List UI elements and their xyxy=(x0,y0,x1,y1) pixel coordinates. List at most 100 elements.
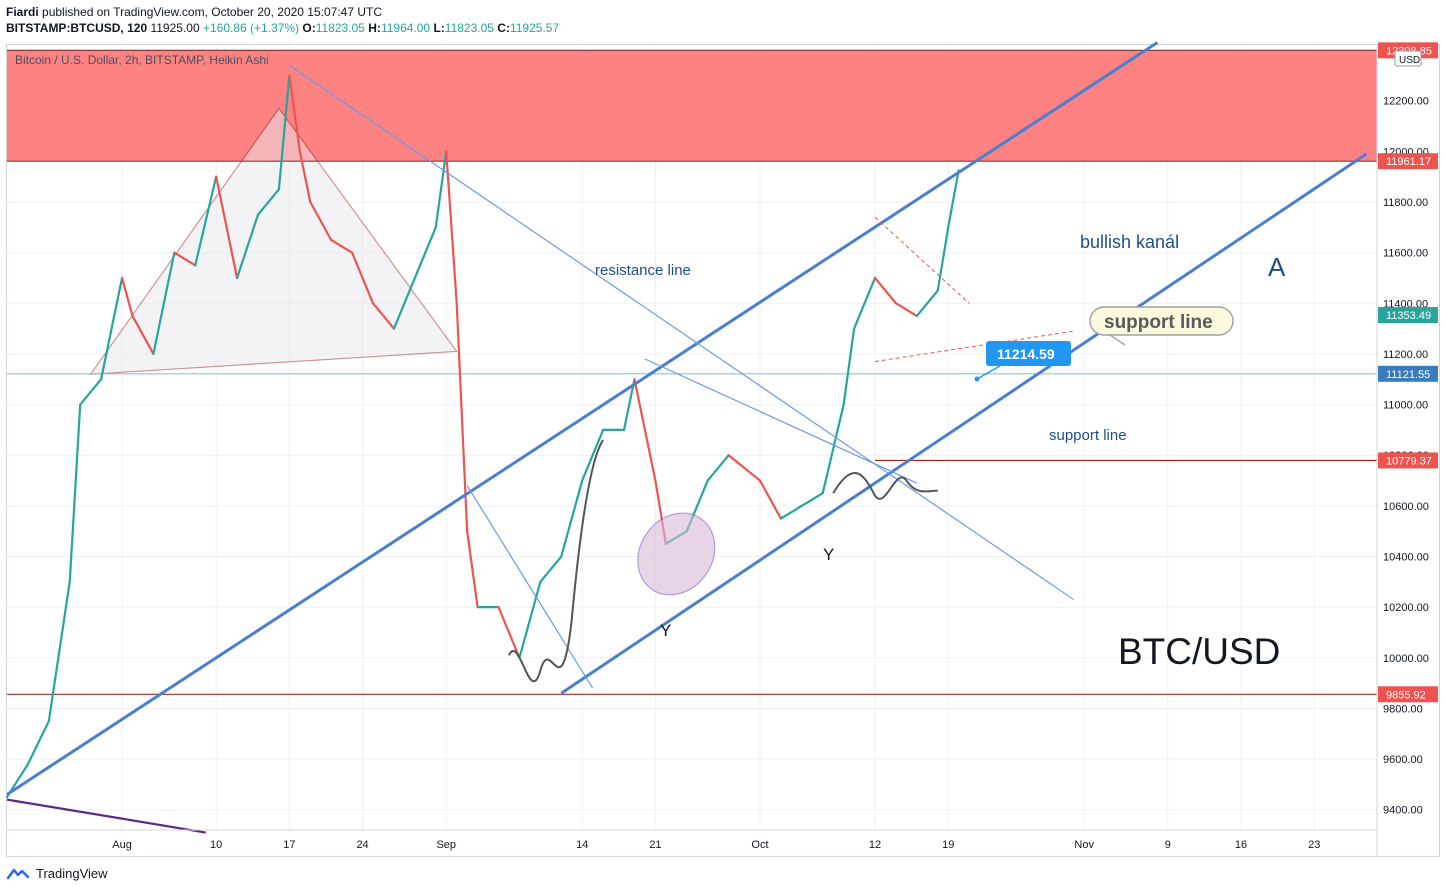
x-tick-label: 17 xyxy=(283,839,295,851)
y-tick-label: 11200.00 xyxy=(1383,349,1428,361)
wave-label-y1: Y xyxy=(660,621,671,640)
low-label: L: xyxy=(433,21,445,35)
support-callout-box xyxy=(1089,306,1234,336)
price-segment xyxy=(235,213,260,280)
price-segment xyxy=(152,251,176,356)
x-tick-label: 14 xyxy=(576,839,588,851)
price-segment xyxy=(633,378,657,482)
author-name[interactable]: Fiardi xyxy=(6,5,39,19)
support-line-label: support line xyxy=(1049,427,1127,444)
y-tick-label: 9400.00 xyxy=(1383,805,1423,817)
last-price: 11925.00 xyxy=(150,21,200,35)
highlight-ellipse xyxy=(637,512,716,596)
bullish-channel-label: bullish kanál xyxy=(1080,232,1179,252)
support-callout-pointer xyxy=(1109,334,1126,346)
price-segment xyxy=(852,276,877,330)
price-segment xyxy=(79,378,103,406)
price-level-tag-text: 10779.37 xyxy=(1386,455,1432,467)
x-tick-label: Nov xyxy=(1074,839,1094,851)
price-segment xyxy=(873,276,898,305)
price-segment xyxy=(256,188,281,216)
price-level-tag xyxy=(1378,307,1438,324)
price-segment xyxy=(936,226,950,292)
y-tick-label: 9600.00 xyxy=(1383,754,1423,766)
dashed-flag-lower xyxy=(874,330,1074,363)
price-level-tag xyxy=(1378,153,1438,170)
wave-label-y2: Y xyxy=(823,545,834,564)
footer: TradingView xyxy=(6,866,108,881)
price-segment xyxy=(727,454,762,482)
price-segment xyxy=(581,428,605,482)
pair-label: BTC/USD xyxy=(1118,631,1280,672)
x-tick-label: 10 xyxy=(210,839,222,851)
price-segment xyxy=(779,504,803,520)
price-segment xyxy=(330,238,354,254)
channel-lower-line xyxy=(560,152,1368,695)
y-tick-label: 10400.00 xyxy=(1383,552,1429,564)
x-tick-label: 21 xyxy=(649,839,661,851)
price-segment xyxy=(560,479,584,558)
price-level-tag-text: 11961.17 xyxy=(1386,156,1431,168)
y-tick-label: 12200.00 xyxy=(1383,96,1429,108)
price-segment xyxy=(518,580,542,659)
y-tick-label: 9800.00 xyxy=(1383,703,1423,715)
close-label: C: xyxy=(497,21,510,35)
price-segment xyxy=(309,200,333,242)
channel-upper-line xyxy=(6,41,1159,796)
chart-legend: Bitcoin / U.S. Dollar, 2h, BITSTAMP, Hei… xyxy=(15,53,269,67)
price-segment xyxy=(706,454,730,482)
price-segment xyxy=(622,378,636,432)
price-segment xyxy=(47,580,71,723)
high-label: H: xyxy=(368,21,381,35)
triangle-pattern xyxy=(89,107,458,375)
price-segment xyxy=(758,479,782,520)
y-tick-label: 11000.00 xyxy=(1383,400,1428,412)
price-segment xyxy=(466,530,479,609)
falling-trendline xyxy=(644,358,918,484)
quote-line: BITSTAMP:BTCUSD, 120 11925.00 +160.86 (+… xyxy=(6,20,559,36)
price-segment xyxy=(173,251,197,267)
price-segment xyxy=(842,327,856,406)
price-segment xyxy=(68,403,82,583)
price-segment xyxy=(434,150,448,229)
price-segment xyxy=(298,150,312,204)
x-tick-label: 19 xyxy=(942,839,954,851)
price-segment xyxy=(215,175,239,280)
x-tick-label: Sep xyxy=(436,839,456,851)
publish-info: Fiardi published on TradingView.com, Oct… xyxy=(6,4,559,20)
price-marker-dot xyxy=(974,376,980,382)
price-segment xyxy=(371,302,396,330)
price-marker-pointer xyxy=(976,365,1001,380)
x-tick-label: Oct xyxy=(751,839,768,851)
price-segment xyxy=(100,276,124,381)
open-value: 11823.05 xyxy=(315,21,365,35)
price-segment xyxy=(120,276,134,318)
price-segment xyxy=(894,302,918,318)
price-segment xyxy=(800,492,824,507)
open-label: O: xyxy=(302,21,316,35)
channel-letter-label: A xyxy=(1268,252,1286,282)
x-tick-label: 24 xyxy=(356,839,368,851)
x-tick-label: 12 xyxy=(869,839,881,851)
price-marker-box xyxy=(986,341,1071,366)
price-segment xyxy=(26,720,50,766)
price-segment xyxy=(915,289,939,318)
price-segment xyxy=(445,150,458,305)
support-callout-text: support line xyxy=(1104,312,1213,333)
price-segment xyxy=(413,226,437,280)
y-tick-label: 11600.00 xyxy=(1383,248,1428,260)
price-level-tag-text: 9855.92 xyxy=(1386,689,1426,701)
x-tick-label: 16 xyxy=(1235,839,1247,851)
price-level-tag xyxy=(1378,42,1438,59)
brand-name[interactable]: TradingView xyxy=(36,866,108,881)
y-tick-label: 10600.00 xyxy=(1383,501,1429,513)
price-segment xyxy=(947,169,960,229)
resistance-trendline xyxy=(289,64,1075,601)
dashed-flag-upper xyxy=(874,216,970,304)
chart-frame xyxy=(6,44,1440,857)
price-level-tag-text: 11353.49 xyxy=(1386,310,1431,322)
price-segment xyxy=(194,175,218,267)
price-segment xyxy=(497,606,521,659)
price-segment xyxy=(821,403,845,495)
